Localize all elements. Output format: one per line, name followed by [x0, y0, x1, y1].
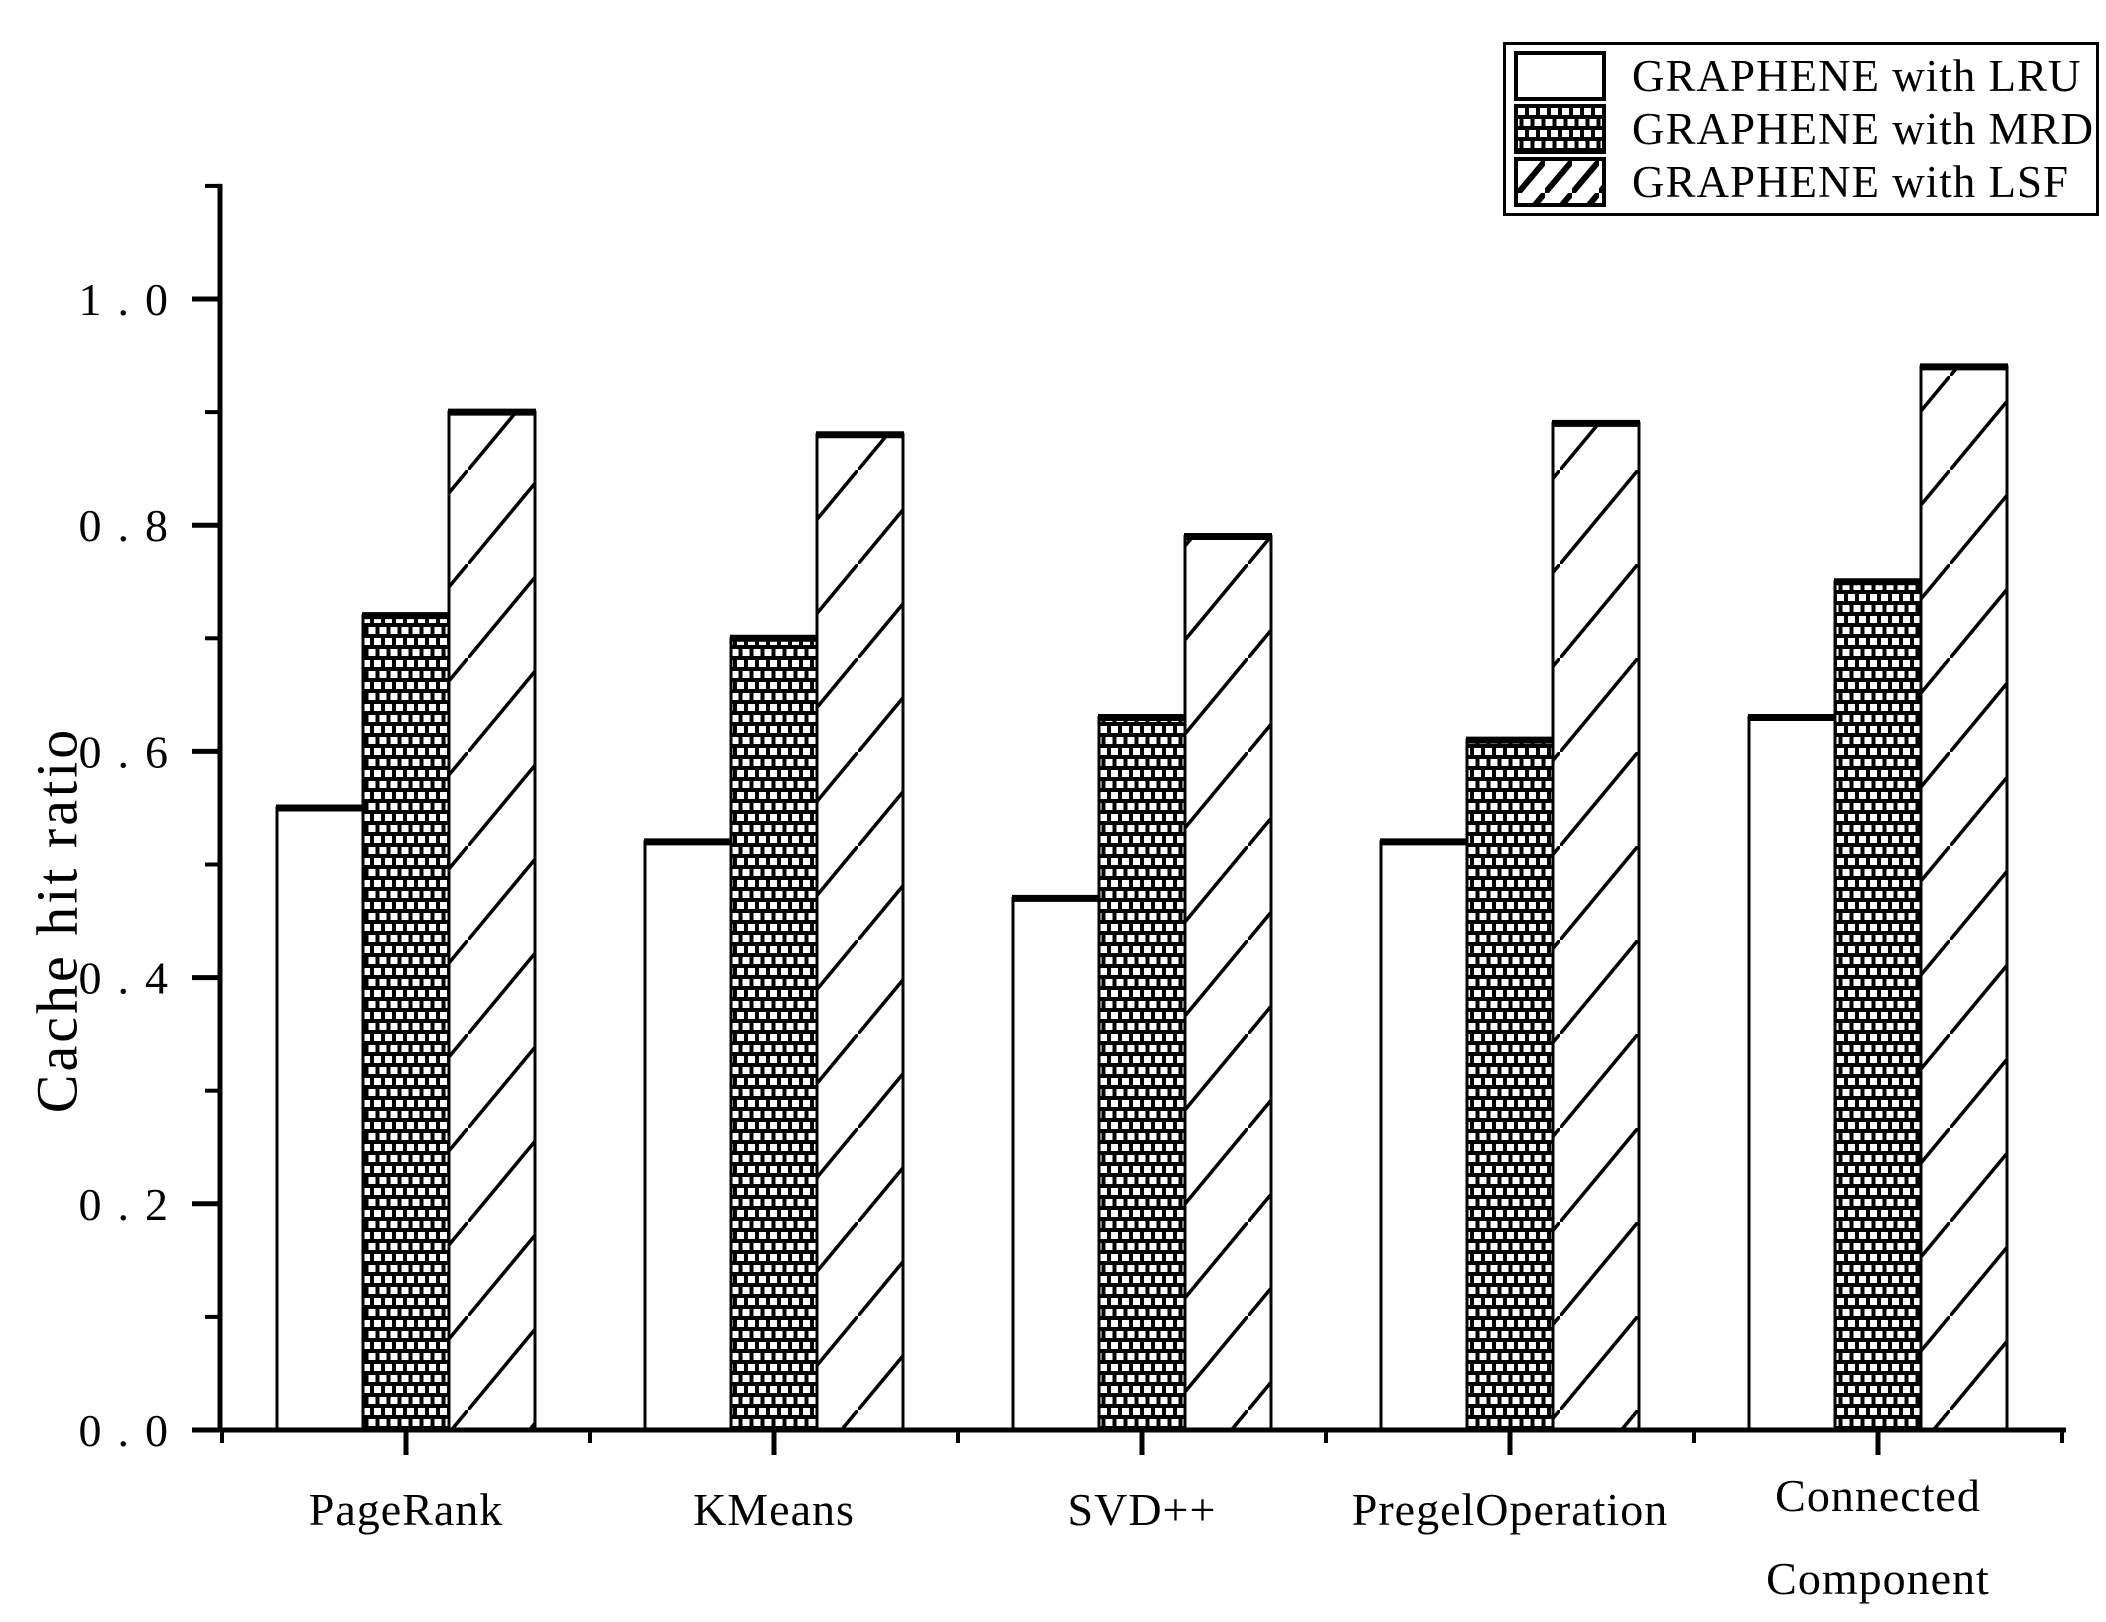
category-label: Connected: [1775, 1470, 1981, 1521]
category-label: SVD++: [1068, 1484, 1217, 1535]
y-tick-label: 0.2: [79, 1179, 185, 1230]
bar-checker-dots-PregelOperation: [1465, 738, 1555, 1432]
y-tick-label: 1.0: [79, 274, 185, 325]
legend-label-lsf: GRAPHENE with LSF: [1632, 157, 2070, 207]
bar-diagonal-hatch-Connected Component: [1919, 365, 2009, 1432]
bar-plain-KMeans: [643, 840, 733, 1432]
y-tick-label: 0.4: [79, 953, 185, 1004]
bar-diagonal-hatch-PregelOperation: [1551, 421, 1641, 1432]
legend-swatch-hatch-icon: [1514, 157, 1606, 207]
category-label: PregelOperation: [1352, 1484, 1668, 1535]
bar-checker-dots-SVD++: [1097, 715, 1187, 1432]
bar-plain-PregelOperation: [1379, 840, 1469, 1432]
y-tick-label: 0.6: [79, 726, 185, 777]
bar-diagonal-hatch-PageRank: [447, 410, 537, 1432]
y-axis-title: Cache hit ratio: [24, 726, 90, 1114]
legend-label-lru: GRAPHENE with LRU: [1632, 51, 2082, 101]
legend-item-mrd: GRAPHENE with MRD: [1514, 103, 2093, 155]
legend-item-lsf: GRAPHENE with LSF: [1514, 156, 2090, 208]
category-label: PageRank: [309, 1484, 504, 1535]
bar-checker-dots-PageRank: [361, 614, 451, 1432]
bar-diagonal-hatch-SVD++: [1183, 535, 1273, 1432]
y-tick-label: 0.8: [79, 500, 185, 551]
bar-plain-PageRank: [275, 806, 365, 1432]
bar-diagonal-hatch-KMeans: [815, 433, 905, 1432]
legend-item-lru: GRAPHENE with LRU: [1514, 50, 2090, 102]
category-label: Component: [1766, 1553, 1990, 1604]
legend-swatch-checker-icon: [1514, 104, 1606, 154]
legend-label-mrd: GRAPHENE with MRD: [1632, 104, 2095, 154]
bar-checker-dots-Connected Component: [1833, 580, 1923, 1432]
bar-plain-SVD++: [1011, 896, 1101, 1432]
bar-checker-dots-KMeans: [729, 636, 819, 1432]
category-label: KMeans: [693, 1484, 855, 1535]
legend: GRAPHENE with LRU GRAPHENE with MRD GRAP…: [1503, 42, 2099, 216]
legend-swatch-plain-icon: [1514, 51, 1606, 101]
bar-plain-Connected Component: [1747, 715, 1837, 1432]
y-tick-label: 0.0: [79, 1405, 185, 1456]
